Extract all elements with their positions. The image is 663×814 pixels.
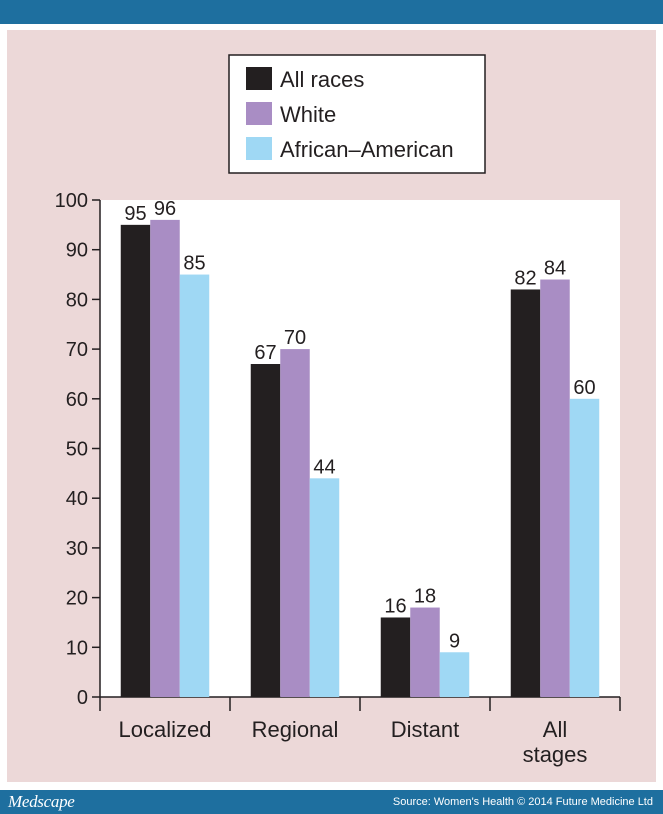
legend-swatch-1 <box>246 102 272 125</box>
value-label-2-0: 16 <box>384 595 406 617</box>
y-tick-label-70: 70 <box>66 339 88 361</box>
bar-0-1 <box>150 219 180 697</box>
legend-swatch-0 <box>246 67 272 90</box>
value-label-0-2: 85 <box>183 253 205 275</box>
bar-0-0 <box>120 224 151 697</box>
category-label-3-1: stages <box>523 742 588 767</box>
bar-2-0 <box>380 617 411 697</box>
bar-1-2 <box>309 478 340 697</box>
bar-2-2 <box>439 652 470 697</box>
y-tick-label-60: 60 <box>66 389 88 411</box>
category-label-0-0: Localized <box>119 717 212 742</box>
value-label-1-1: 70 <box>284 327 306 349</box>
bar-2-1 <box>410 607 440 697</box>
bar-1-0 <box>250 364 281 697</box>
legend-label-0: All races <box>280 67 364 92</box>
footer-bar: Medscape Source: Women's Health © 2014 F… <box>0 790 663 814</box>
category-label-3-0: All <box>543 717 567 742</box>
legend-label-2: African–American <box>280 137 454 162</box>
bar-0-2 <box>179 274 210 697</box>
source-credit: Source: Women's Health © 2014 Future Med… <box>392 796 653 808</box>
bar-3-2 <box>569 398 600 697</box>
category-label-2-0: Distant <box>391 717 459 742</box>
y-tick-label-30: 30 <box>66 538 88 560</box>
bar-3-1 <box>540 279 570 697</box>
value-label-3-0: 82 <box>514 267 536 289</box>
value-label-1-0: 67 <box>254 342 276 364</box>
y-tick-label-50: 50 <box>66 439 88 461</box>
value-label-3-1: 84 <box>544 258 566 280</box>
y-tick-label-10: 10 <box>66 637 88 659</box>
y-tick-label-100: 100 <box>55 190 88 212</box>
legend-swatch-2 <box>246 137 272 160</box>
category-label-1-0: Regional <box>252 717 339 742</box>
y-tick-label-90: 90 <box>66 240 88 262</box>
value-label-2-2: 9 <box>449 630 460 652</box>
header-bar <box>0 0 663 24</box>
y-tick-label-80: 80 <box>66 289 88 311</box>
value-label-0-0: 95 <box>124 203 146 225</box>
y-tick-label-0: 0 <box>77 687 88 709</box>
value-label-1-2: 44 <box>313 456 335 478</box>
y-tick-label-20: 20 <box>66 588 88 610</box>
value-label-2-1: 18 <box>414 586 436 608</box>
value-label-0-1: 96 <box>154 198 176 220</box>
medscape-logo: Medscape <box>8 792 75 811</box>
bar-3-0 <box>510 289 541 697</box>
bar-1-1 <box>280 349 310 697</box>
y-tick-label-40: 40 <box>66 488 88 510</box>
value-label-3-2: 60 <box>573 377 595 399</box>
legend-label-1: White <box>280 102 336 127</box>
